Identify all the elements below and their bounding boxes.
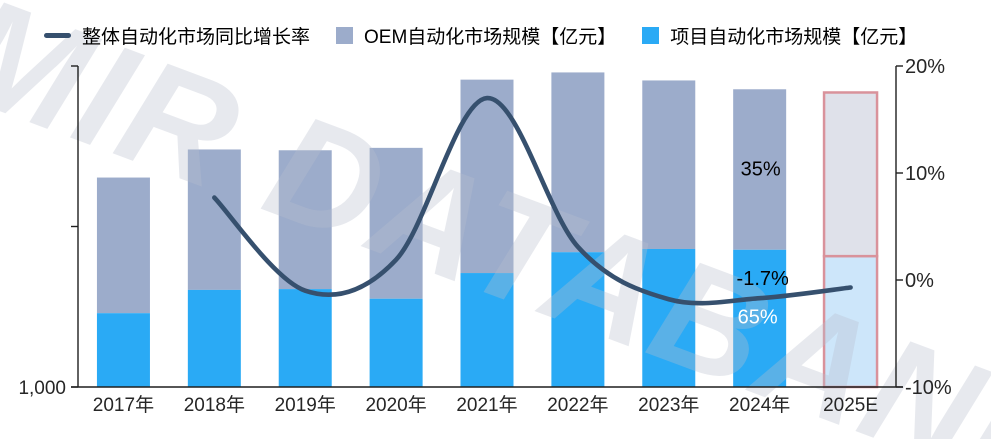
project-bar-2025E[interactable] <box>822 254 879 389</box>
growth-rate-line <box>212 95 853 306</box>
oem-bar-2024年[interactable] <box>733 89 787 250</box>
legend-item-oem[interactable]: OEM自动化市场规模【亿元】 <box>336 22 616 49</box>
x-axis-label-2020年: 2020年 <box>365 394 426 416</box>
legend: 整体自动化市场同比增长率 OEM自动化市场规模【亿元】 项目自动化市场规模【亿元… <box>44 20 917 50</box>
project-bar-2020年[interactable] <box>369 298 423 387</box>
x-axis-label-2024年: 2024年 <box>729 394 790 416</box>
growth-rate-label-2024: -1.7% <box>737 268 789 290</box>
x-axis-label-2021年: 2021年 <box>456 394 517 416</box>
right-axis-label-10: 10% <box>905 163 945 185</box>
project-bar-2023年[interactable] <box>642 248 696 387</box>
x-axis-label-2023年: 2023年 <box>638 394 699 416</box>
x-axis-label-2025E: 2025E <box>823 395 878 416</box>
x-axis-label-2022年: 2022年 <box>547 394 608 416</box>
project-bar-2018年[interactable] <box>187 289 241 387</box>
line-swatch-icon <box>44 32 71 38</box>
left-axis-label: 1,000 <box>18 378 66 399</box>
project-bar-2021年[interactable] <box>460 273 514 387</box>
project-swatch-icon <box>642 26 660 44</box>
legend-item-growth-line[interactable]: 整体自动化市场同比增长率 <box>44 22 310 49</box>
legend-label-project: 项目自动化市场规模【亿元】 <box>670 26 918 48</box>
legend-label-oem: OEM自动化市场规模【亿元】 <box>364 26 617 48</box>
oem-bar-2023年[interactable] <box>642 80 696 249</box>
project-bar-2022年[interactable] <box>551 252 605 387</box>
oem-share-label-2024: 35% <box>741 159 781 181</box>
project-share-label-2024: 65% <box>738 306 778 328</box>
oem-swatch-icon <box>336 26 354 44</box>
oem-bar-2019年[interactable] <box>278 150 332 290</box>
project-bar-2024年[interactable] <box>733 249 787 387</box>
x-axis-label-2018年: 2018年 <box>184 394 245 416</box>
legend-label-growth: 整体自动化市场同比增长率 <box>82 26 311 48</box>
right-axis-label-0: 0% <box>905 270 934 292</box>
right-axis-label--10: -10% <box>905 377 952 399</box>
project-bar-2017年[interactable] <box>96 313 150 387</box>
project-bar-2019年[interactable] <box>278 289 332 387</box>
oem-bar-2017年[interactable] <box>96 177 150 314</box>
legend-item-project[interactable]: 项目自动化市场规模【亿元】 <box>642 22 917 49</box>
x-axis-label-2017年: 2017年 <box>93 394 154 416</box>
right-axis-label-20: 20% <box>905 56 945 78</box>
oem-bar-2025E[interactable] <box>822 91 879 258</box>
x-axis-label-2019年: 2019年 <box>275 394 336 416</box>
